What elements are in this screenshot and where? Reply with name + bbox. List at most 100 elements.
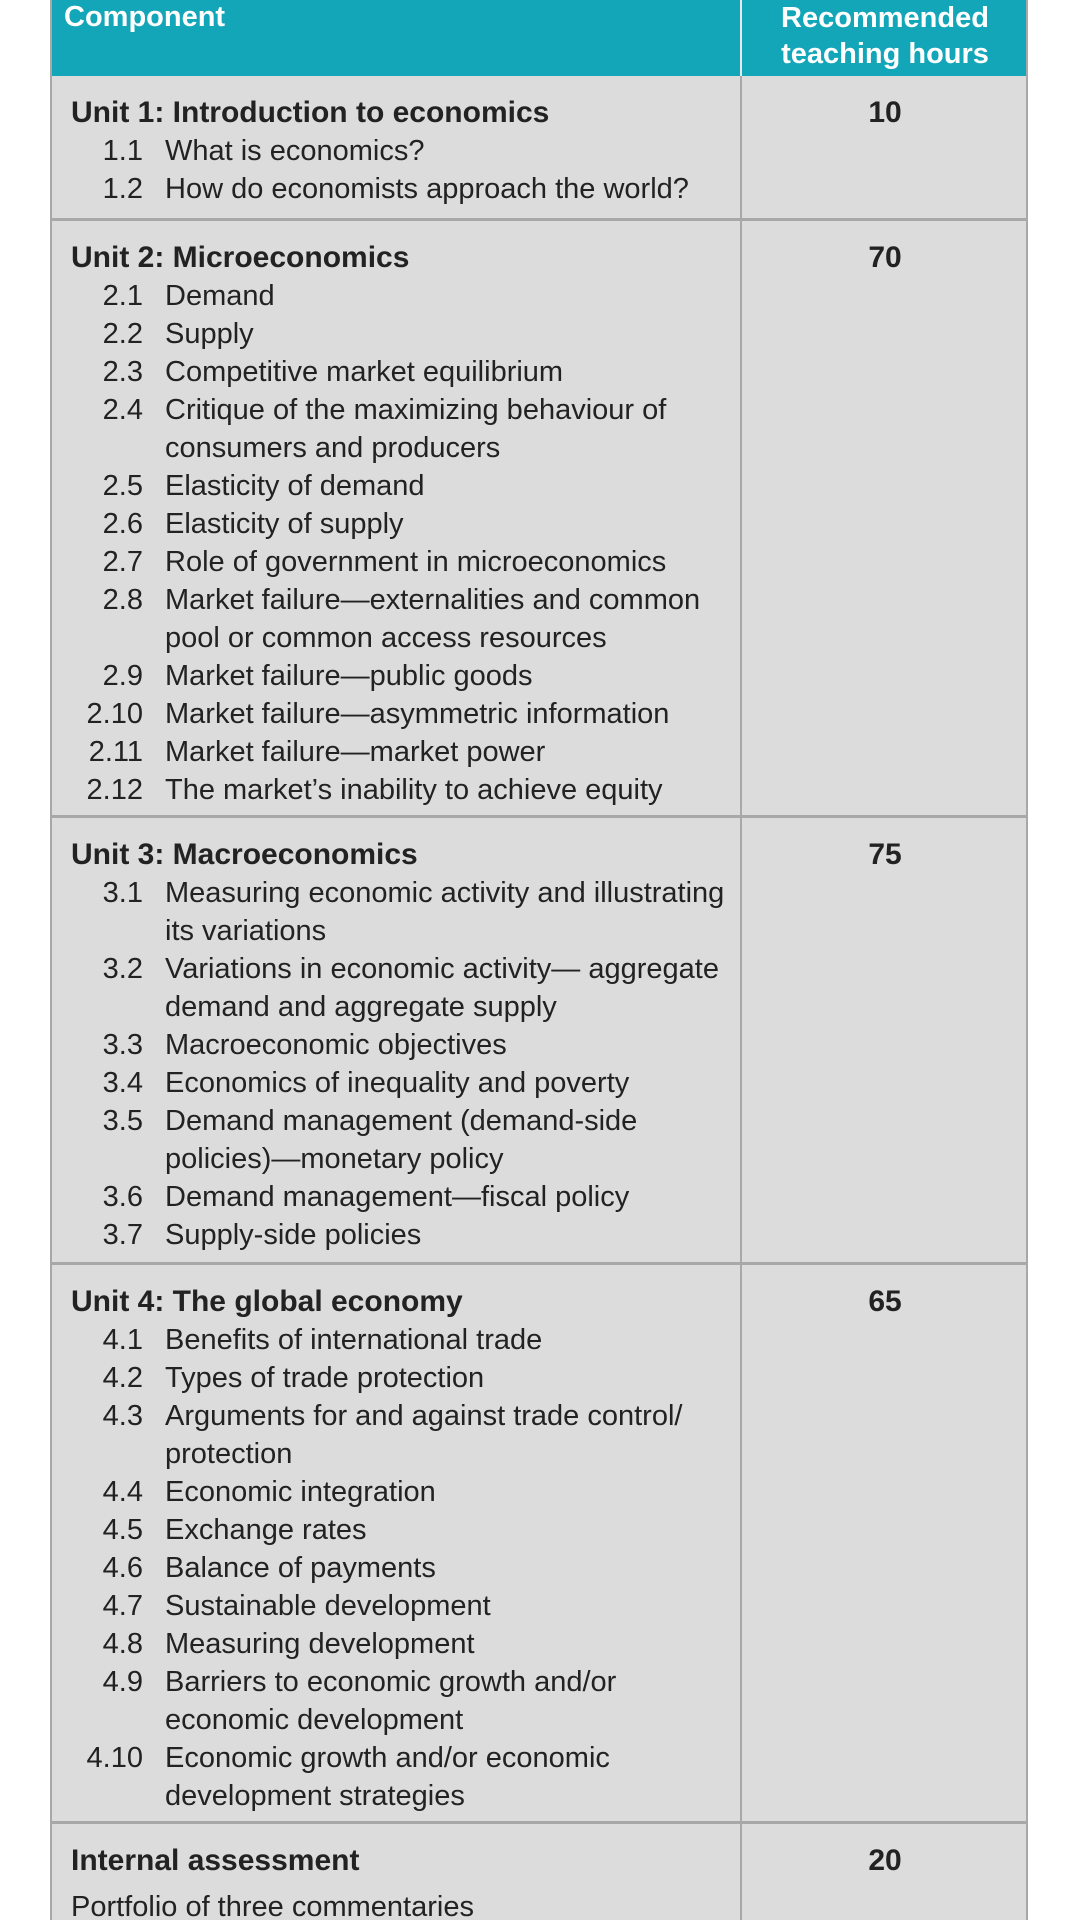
column-divider (740, 76, 742, 1920)
list-item: 4.9 Barriers to economic growth and/or ec… (71, 1663, 725, 1739)
list-item: 3.1 Measuring economic activity and illus… (71, 874, 725, 950)
topic-number: 2.10 (86, 698, 143, 730)
topic-text: Balance of payments (165, 1552, 436, 1584)
topic-number: 3.3 (102, 1029, 143, 1061)
topic-number: 2.8 (102, 584, 143, 616)
list-item: 2.1 Demand (71, 277, 725, 315)
list-item: 2.7 Role of government in microeconomics (71, 543, 725, 581)
row-divider (52, 218, 1026, 221)
topic-text: Competitive market equilibrium (165, 356, 564, 388)
list-item: 1.2 How do economists approach the world? (71, 170, 725, 208)
topic-number: 2.2 (102, 318, 143, 350)
topic-number: 4.6 (102, 1552, 143, 1584)
topic-text: Critique of the maximizing behaviour of … (165, 394, 667, 464)
topic-number: 4.4 (102, 1476, 143, 1508)
topic-text: What is economics? (165, 135, 425, 167)
topic-text: Market failure—externalities and common … (165, 584, 701, 654)
hours-column-header: Recommended teaching hours (744, 0, 1026, 72)
list-item: 4.5 Exchange rates (71, 1511, 725, 1549)
internal-assessment-row: Internal assessment 20 Portfolio of thre… (52, 1824, 1026, 1923)
topic-number: 4.9 (102, 1666, 143, 1698)
topic-number: 2.6 (102, 508, 143, 540)
topic-text: Role of government in microeconomics (165, 546, 667, 578)
list-item: 2.9 Market failure—public goods (71, 657, 725, 695)
list-item: 3.4 Economics of inequality and poverty (71, 1064, 725, 1102)
topic-text: Supply-side policies (165, 1219, 422, 1251)
topic-text: Economic growth and/or economic developm… (165, 1742, 610, 1812)
topic-text: Elasticity of demand (165, 470, 425, 502)
list-item: 4.1 Benefits of international trade (71, 1321, 725, 1359)
topic-text: The market’s inability to achieve equity (165, 774, 663, 806)
header-divider (740, 0, 742, 76)
row-divider (52, 1821, 1026, 1824)
topic-text: Elasticity of supply (165, 508, 404, 540)
list-item: 4.2 Types of trade protection (71, 1359, 725, 1397)
component-column-header: Component (64, 1, 226, 33)
topic-number: 2.11 (88, 736, 143, 768)
topic-number: 1.2 (102, 173, 143, 205)
unit-1-title: Unit 1: Introduction to economics (71, 96, 550, 129)
topic-text: Market failure—market power (165, 736, 546, 768)
topic-number: 4.10 (86, 1742, 143, 1774)
internal-assessment-description: Portfolio of three commentaries (71, 1891, 474, 1923)
unit-3-topics: 3.1 Measuring economic activity and illus… (71, 874, 725, 1254)
topic-number: 3.4 (102, 1067, 143, 1099)
topic-text: Sustainable development (165, 1590, 491, 1622)
unit-2-topics: 2.1 Demand 2.2 Supply 2.3 Competitive marke… (71, 277, 725, 809)
topic-text: Demand management (demand-side policies)… (165, 1105, 638, 1175)
unit-4-title: Unit 4: The global economy (71, 1285, 463, 1318)
list-item: 3.6 Demand management—fiscal policy (71, 1178, 725, 1216)
topic-text: Market failure—asymmetric information (165, 698, 670, 730)
topic-number: 2.5 (102, 470, 143, 502)
list-item: 2.3 Competitive market equilibrium (71, 353, 725, 391)
topic-number: 2.12 (86, 774, 143, 806)
topic-number: 4.3 (102, 1400, 143, 1432)
topic-number: 4.5 (102, 1514, 143, 1546)
list-item: 2.10 Market failure—asymmetric informatio… (71, 695, 725, 733)
unit-2-row: Unit 2: Microeconomics 70 2.1 Demand 2.2 S… (52, 221, 1026, 815)
unit-4-row: Unit 4: The global economy 65 4.1 Benefit… (52, 1265, 1026, 1821)
table-header: Component Recommended teaching hours (52, 0, 1026, 76)
topic-text: Market failure—public goods (165, 660, 533, 692)
topic-text: Benefits of international trade (165, 1324, 543, 1356)
topic-text: Macroeconomic objectives (165, 1029, 507, 1061)
topic-number: 2.4 (102, 394, 143, 426)
list-item: 2.6 Elasticity of supply (71, 505, 725, 543)
list-item: 2.12 The market’s inability to achieve eq… (71, 771, 725, 809)
list-item: 2.2 Supply (71, 315, 725, 353)
list-item: 4.8 Measuring development (71, 1625, 725, 1663)
topic-number: 3.2 (102, 953, 143, 985)
hours-header-line2: teaching hours (781, 38, 989, 70)
list-item: 2.11 Market failure—market power (71, 733, 725, 771)
list-item: 3.5 Demand management (demand-side polici… (71, 1102, 725, 1178)
syllabus-table: Component Recommended teaching hours Uni… (50, 0, 1028, 1923)
row-divider (52, 815, 1026, 818)
row-divider (52, 1262, 1026, 1265)
topic-text: Supply (165, 318, 254, 350)
topic-text: Demand management—fiscal policy (165, 1181, 630, 1213)
topic-text: Barriers to economic growth and/or econo… (165, 1666, 617, 1736)
unit-1-hours: 10 (868, 96, 902, 129)
topic-text: Measuring economic activity and illustra… (165, 877, 725, 947)
topic-text: Types of trade protection (165, 1362, 485, 1394)
topic-number: 2.1 (102, 280, 143, 312)
list-item: 3.3 Macroeconomic objectives (71, 1026, 725, 1064)
topic-number: 3.7 (102, 1219, 143, 1251)
topic-number: 4.2 (102, 1362, 143, 1394)
list-item: 4.3 Arguments for and against trade contr… (71, 1397, 725, 1473)
topic-number: 2.3 (102, 356, 143, 388)
topic-text: Variations in economic activity— aggrega… (165, 953, 719, 1023)
topic-number: 4.8 (102, 1628, 143, 1660)
hours-header-line1: Recommended (781, 2, 989, 34)
topic-number: 4.1 (102, 1324, 143, 1356)
internal-assessment-title: Internal assessment (71, 1844, 360, 1877)
list-item: 4.6 Balance of payments (71, 1549, 725, 1587)
internal-assessment-hours: 20 (868, 1844, 902, 1877)
list-item: 4.4 Economic integration (71, 1473, 725, 1511)
topic-number: 3.1 (102, 877, 143, 909)
list-item: 3.2 Variations in economic activity— aggr… (71, 950, 725, 1026)
topic-number: 4.7 (102, 1590, 143, 1622)
list-item: 2.8 Market failure—externalities and comm… (71, 581, 725, 657)
list-item: 3.7 Supply-side policies (71, 1216, 725, 1254)
unit-3-title: Unit 3: Macroeconomics (71, 838, 418, 871)
